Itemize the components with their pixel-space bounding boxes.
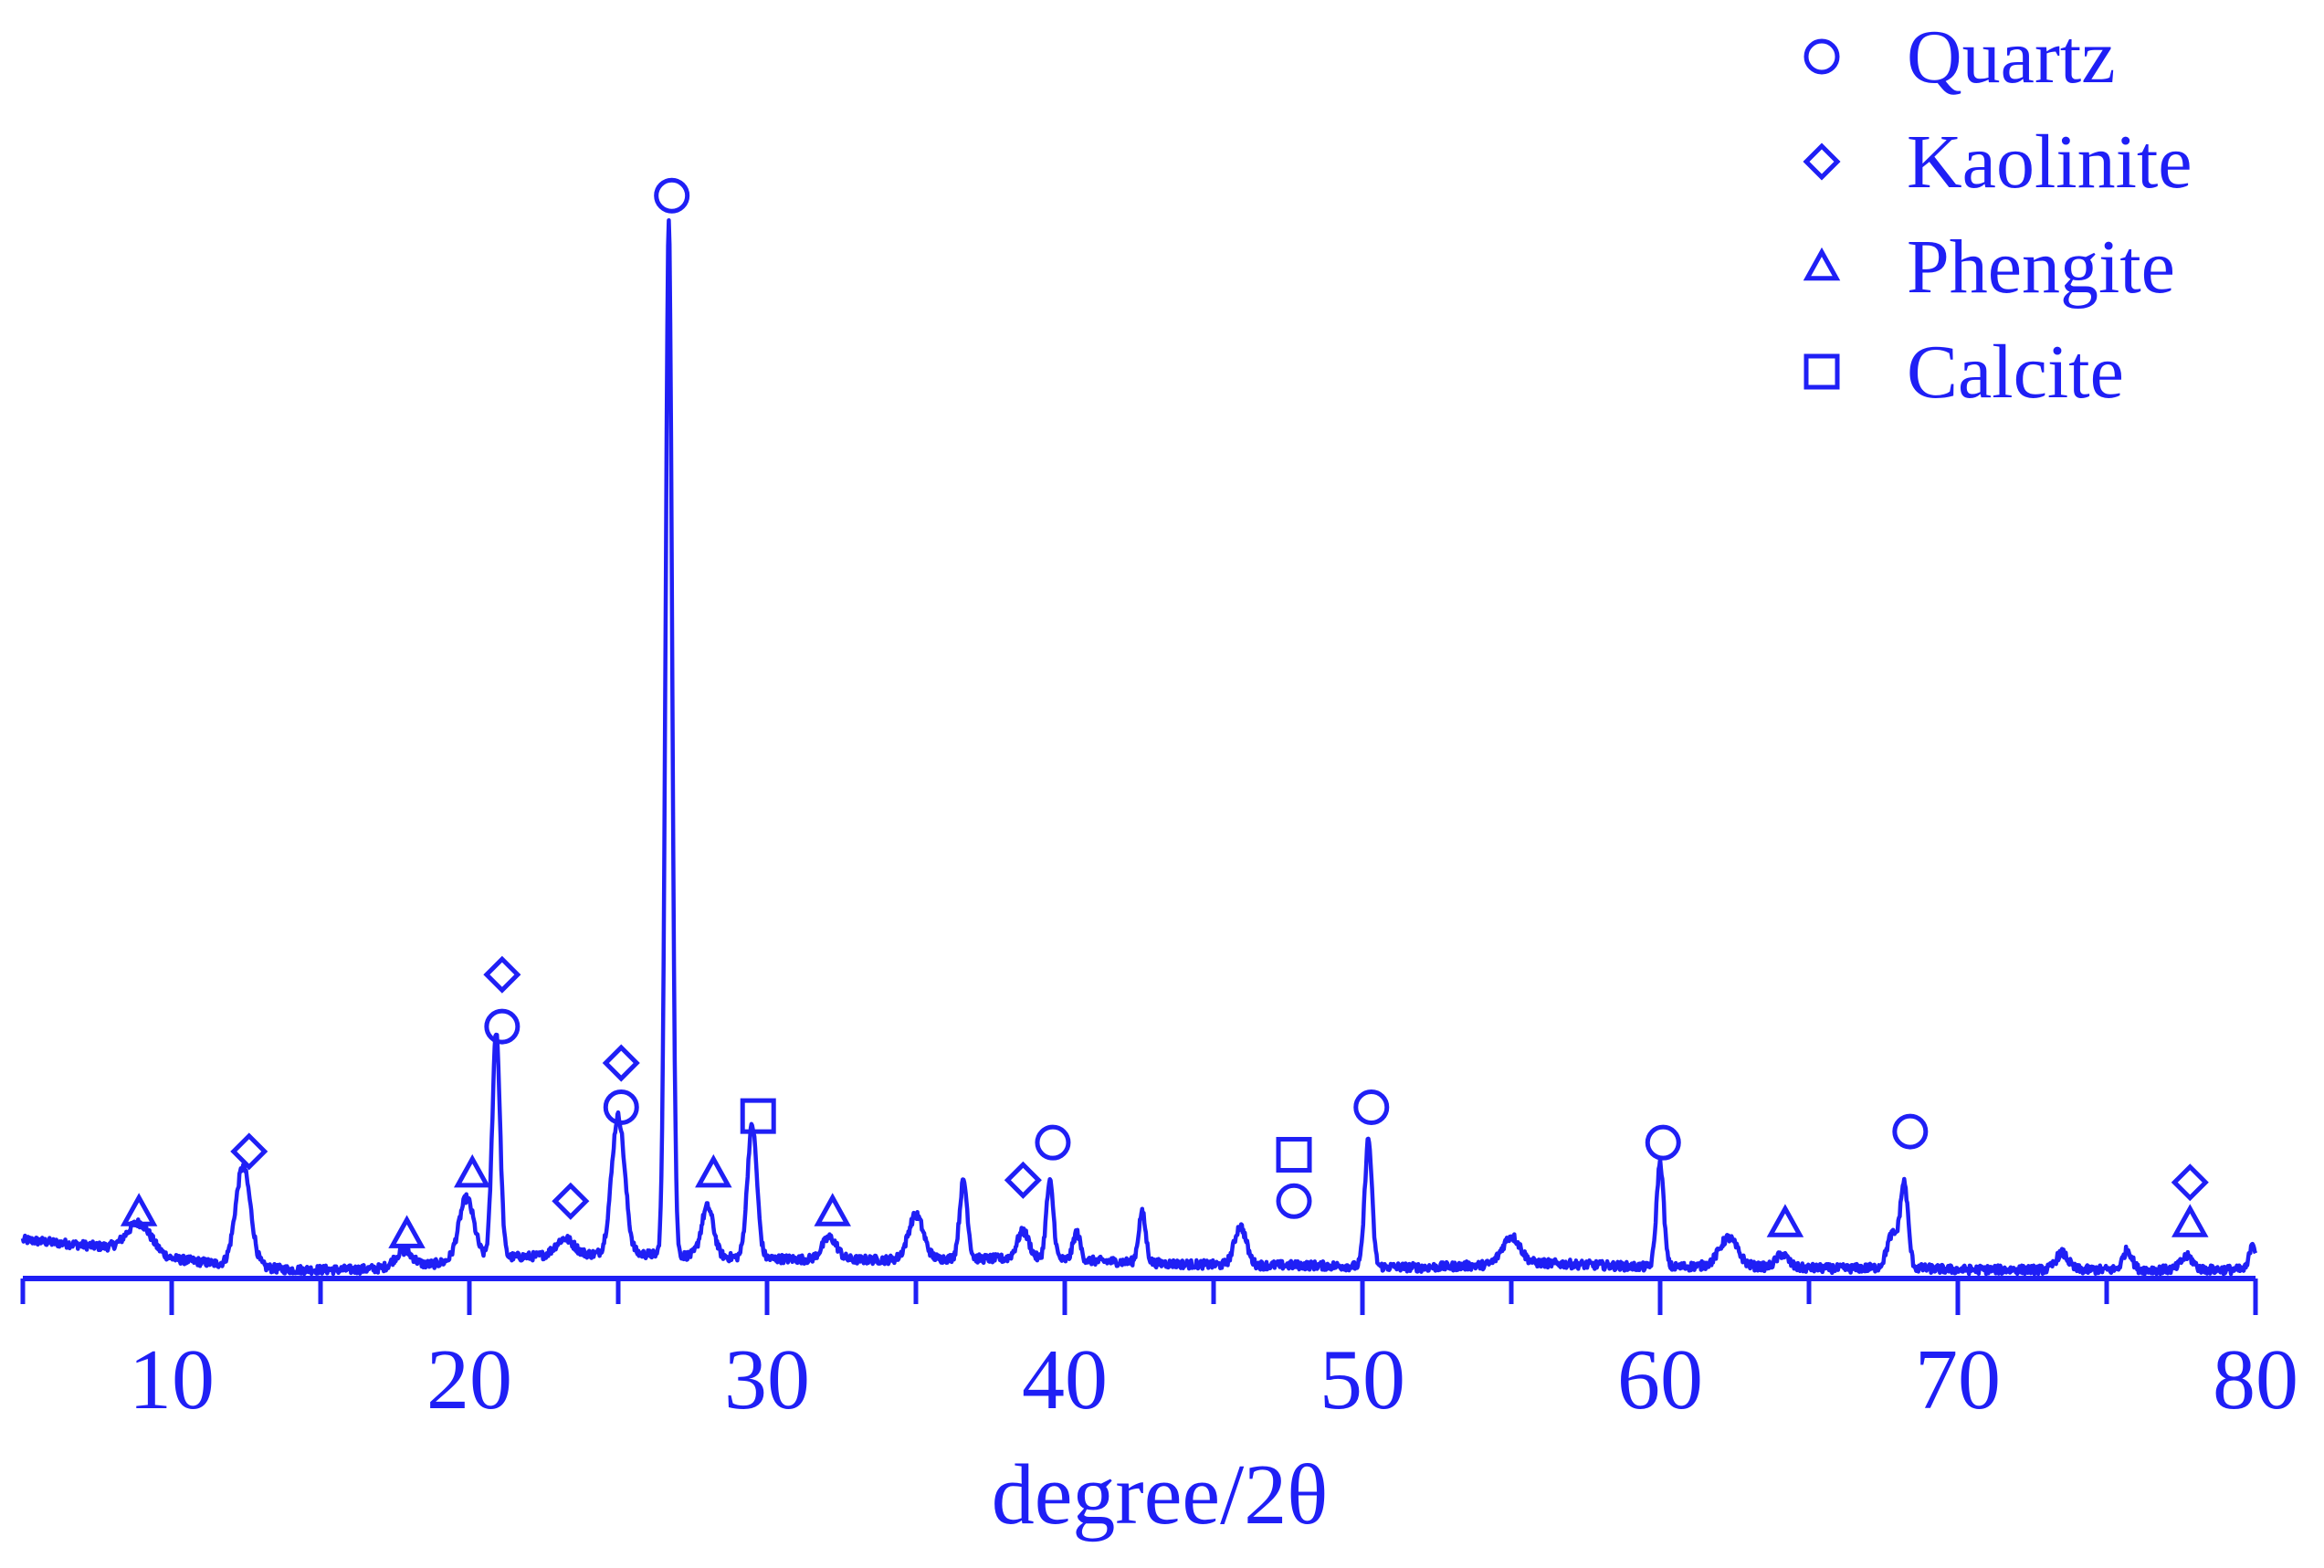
- legend-item-calcite: Calcite: [1803, 330, 2124, 415]
- quartz-circle-marker: [603, 1089, 639, 1125]
- legend-circle-symbol: [1803, 38, 1840, 75]
- quartz-circle-marker: [1276, 1183, 1312, 1219]
- legend-diamond-symbol: [1803, 142, 1841, 181]
- kaolinite-diamond-marker: [602, 1044, 640, 1082]
- x-axis: 10 20 30 40 50 60 70 80: [20, 1276, 2298, 1427]
- legend: Quartz Kaolinite Phengite Calcite: [1803, 15, 2193, 415]
- kaolinite-diamond-marker: [1004, 1161, 1042, 1199]
- quartz-circle-marker: [1353, 1089, 1390, 1125]
- legend-triangle-symbol: [1803, 247, 1841, 281]
- x-tick-label: 70: [1915, 1332, 2001, 1427]
- legend-item-kaolinite: Kaolinite: [1803, 120, 2193, 205]
- phengite-triangle-marker: [2172, 1204, 2209, 1237]
- phengite-triangle-marker: [814, 1193, 851, 1226]
- legend-label: Phengite: [1907, 225, 2175, 310]
- legend-square-symbol: [1803, 353, 1840, 390]
- quartz-circle-marker: [654, 177, 690, 214]
- calcite-square-marker: [740, 1098, 776, 1134]
- calcite-square-marker: [1276, 1136, 1312, 1173]
- kaolinite-diamond-marker: [483, 955, 521, 994]
- x-tick-label: 40: [1022, 1332, 1108, 1427]
- quartz-circle-marker: [1645, 1124, 1681, 1161]
- phengite-triangle-marker: [454, 1153, 491, 1188]
- x-tick-label: 60: [1617, 1332, 1703, 1427]
- kaolinite-diamond-marker: [2171, 1163, 2209, 1202]
- x-tick-label: 10: [129, 1332, 215, 1427]
- xrd-pattern-line: [20, 218, 2258, 1277]
- legend-item-quartz: Quartz: [1803, 15, 2116, 100]
- phengite-triangle-marker: [388, 1215, 426, 1248]
- quartz-circle-marker: [1892, 1113, 1929, 1150]
- phengite-triangle-marker: [120, 1193, 158, 1226]
- x-tick-label: 80: [2213, 1332, 2298, 1427]
- kaolinite-diamond-marker: [552, 1182, 590, 1220]
- x-tick-label: 20: [426, 1332, 512, 1427]
- pattern-line-group: [20, 218, 2258, 1277]
- quartz-circle-marker: [1035, 1124, 1071, 1161]
- kaolinite-diamond-marker: [230, 1132, 268, 1171]
- phengite-triangle-marker: [1766, 1204, 1804, 1237]
- phengite-triangle-marker: [695, 1153, 732, 1188]
- legend-label: Kaolinite: [1907, 120, 2193, 205]
- legend-label: Calcite: [1907, 330, 2124, 415]
- quartz-circle-marker: [484, 1008, 521, 1045]
- x-axis-label: degree/2θ: [992, 1447, 1329, 1542]
- legend-item-phengite: Phengite: [1803, 225, 2175, 310]
- peak-markers: [120, 177, 2209, 1248]
- x-tick-label: 50: [1320, 1332, 1405, 1427]
- x-tick-label: 30: [724, 1332, 810, 1427]
- legend-label: Quartz: [1907, 15, 2116, 100]
